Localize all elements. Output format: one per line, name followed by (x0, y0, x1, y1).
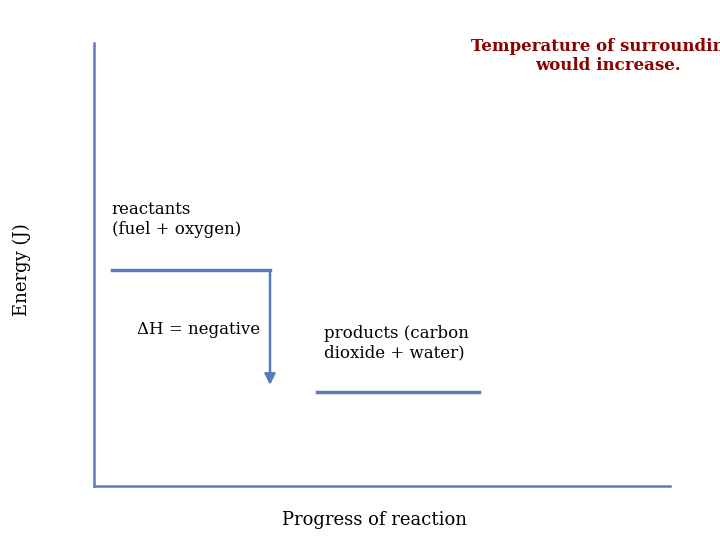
Text: ΔH = negative: ΔH = negative (137, 321, 260, 338)
Text: Temperature of surroundings
would increase.: Temperature of surroundings would increa… (471, 38, 720, 75)
Text: products (carbon
dioxide + water): products (carbon dioxide + water) (324, 325, 469, 362)
Text: reactants
(fuel + oxygen): reactants (fuel + oxygen) (112, 201, 241, 238)
Text: Progress of reaction: Progress of reaction (282, 511, 467, 529)
Text: Energy (J): Energy (J) (12, 224, 31, 316)
